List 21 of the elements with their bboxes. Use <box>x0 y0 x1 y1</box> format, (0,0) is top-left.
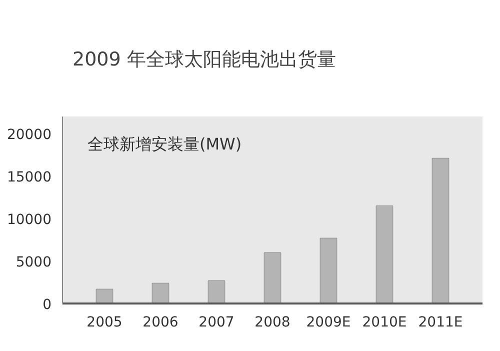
bar <box>320 238 338 304</box>
chart-title: 2009 年全球太阳能电池出货量 <box>72 48 336 70</box>
bar <box>208 280 226 304</box>
bar <box>432 158 450 304</box>
y-tick-label: 20000 <box>6 127 52 143</box>
y-tick-label: 5000 <box>16 254 52 270</box>
annotation: 全球新增安装量(MW) <box>88 134 242 154</box>
x-tick-label: 2007 <box>198 314 234 330</box>
y-tick-label: 0 <box>42 297 52 313</box>
bar <box>152 282 170 304</box>
bar <box>96 288 114 304</box>
x-tick-label: 2008 <box>254 314 290 330</box>
y-tick-label: 15000 <box>6 170 52 186</box>
x-tick-label: 2009E <box>306 314 351 330</box>
y-tick-label: 10000 <box>6 212 52 228</box>
x-tick-label: 2011E <box>418 314 463 330</box>
x-tick-label: 2010E <box>362 314 407 330</box>
bar <box>376 206 394 304</box>
bar <box>264 252 282 304</box>
x-tick-label: 2005 <box>86 314 122 330</box>
x-tick-label: 2006 <box>142 314 178 330</box>
